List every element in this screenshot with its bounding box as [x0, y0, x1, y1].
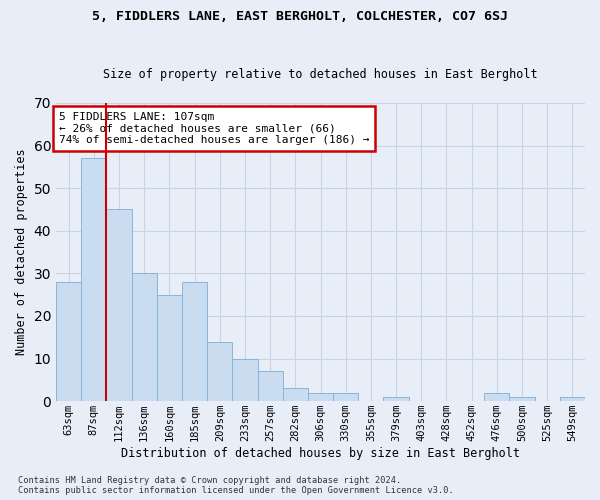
- Y-axis label: Number of detached properties: Number of detached properties: [15, 149, 28, 356]
- Text: Contains HM Land Registry data © Crown copyright and database right 2024.
Contai: Contains HM Land Registry data © Crown c…: [18, 476, 454, 495]
- Bar: [81, 158, 106, 401]
- Bar: [207, 342, 232, 401]
- Bar: [232, 358, 257, 401]
- Text: 5, FIDDLERS LANE, EAST BERGHOLT, COLCHESTER, CO7 6SJ: 5, FIDDLERS LANE, EAST BERGHOLT, COLCHES…: [92, 10, 508, 23]
- Bar: [283, 388, 308, 401]
- Text: 5 FIDDLERS LANE: 107sqm
← 26% of detached houses are smaller (66)
74% of semi-de: 5 FIDDLERS LANE: 107sqm ← 26% of detache…: [59, 112, 369, 145]
- Bar: [308, 392, 333, 401]
- Bar: [509, 397, 535, 401]
- Bar: [106, 210, 131, 401]
- X-axis label: Distribution of detached houses by size in East Bergholt: Distribution of detached houses by size …: [121, 447, 520, 460]
- Title: Size of property relative to detached houses in East Bergholt: Size of property relative to detached ho…: [103, 68, 538, 81]
- Bar: [157, 294, 182, 401]
- Bar: [560, 397, 585, 401]
- Bar: [383, 397, 409, 401]
- Bar: [257, 372, 283, 401]
- Bar: [333, 392, 358, 401]
- Bar: [182, 282, 207, 401]
- Bar: [131, 274, 157, 401]
- Bar: [484, 392, 509, 401]
- Bar: [56, 282, 81, 401]
